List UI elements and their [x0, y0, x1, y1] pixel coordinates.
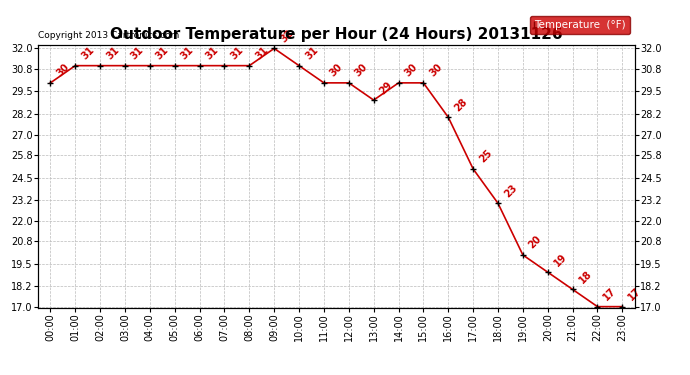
Text: 31: 31	[104, 45, 121, 62]
Text: 31: 31	[154, 45, 170, 62]
Text: 31: 31	[204, 45, 220, 62]
Text: 30: 30	[328, 62, 345, 79]
Text: 29: 29	[378, 79, 395, 96]
Text: 17: 17	[602, 286, 618, 303]
Text: 31: 31	[129, 45, 146, 62]
Text: 32: 32	[278, 28, 295, 44]
Text: 17: 17	[627, 286, 643, 303]
Text: 30: 30	[353, 62, 370, 79]
Legend: Temperature  (°F): Temperature (°F)	[530, 16, 629, 34]
Text: 30: 30	[403, 62, 420, 79]
Text: 25: 25	[477, 148, 494, 165]
Text: 30: 30	[55, 62, 71, 79]
Text: Copyright 2013 Cartronics.com: Copyright 2013 Cartronics.com	[38, 31, 179, 40]
Text: 23: 23	[502, 183, 519, 199]
Text: 31: 31	[79, 45, 96, 62]
Text: 19: 19	[552, 251, 569, 268]
Text: 30: 30	[428, 62, 444, 79]
Text: 31: 31	[253, 45, 270, 62]
Text: 20: 20	[527, 234, 544, 251]
Text: 28: 28	[453, 96, 469, 113]
Title: Outdoor Temperature per Hour (24 Hours) 20131126: Outdoor Temperature per Hour (24 Hours) …	[110, 27, 562, 42]
Text: 31: 31	[179, 45, 195, 62]
Text: 31: 31	[303, 45, 320, 62]
Text: 18: 18	[577, 268, 593, 285]
Text: 31: 31	[228, 45, 245, 62]
